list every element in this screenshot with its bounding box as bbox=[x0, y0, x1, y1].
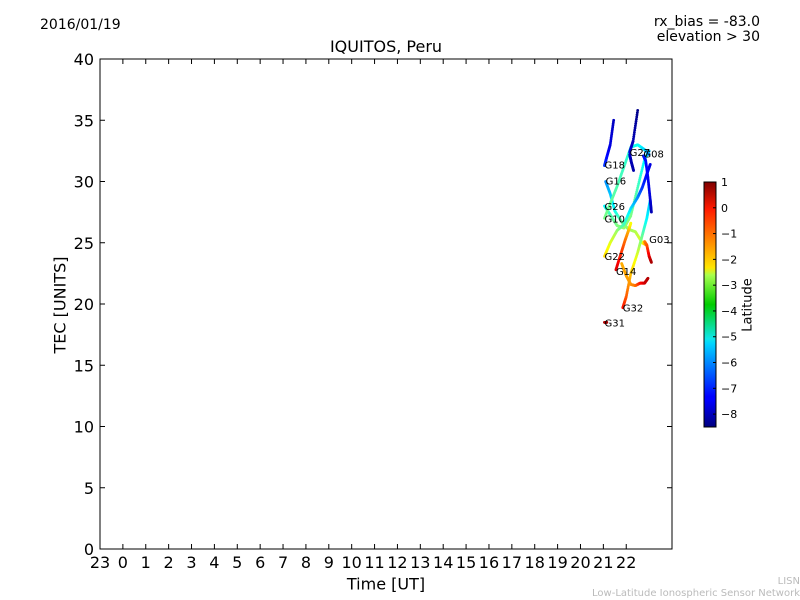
colorbar-tick-label: −6 bbox=[721, 357, 737, 370]
colorbar-tick-label: 1 bbox=[721, 176, 728, 189]
y-tick-label: 20 bbox=[74, 295, 94, 314]
data-point bbox=[632, 169, 635, 172]
credit-long: Low-Latitude Ionospheric Sensor Network bbox=[592, 588, 800, 599]
x-tick-label: 22 bbox=[616, 553, 636, 572]
x-tick-label: 15 bbox=[456, 553, 476, 572]
series-g31 bbox=[603, 320, 609, 324]
data-point bbox=[605, 320, 609, 324]
colorbar-tick-label: −7 bbox=[721, 382, 737, 395]
series-g14 bbox=[614, 221, 633, 272]
y-tick-label: 0 bbox=[84, 540, 94, 559]
satellite-label-g32: G32 bbox=[623, 304, 643, 315]
series-g18 bbox=[603, 118, 616, 167]
data-point bbox=[633, 124, 637, 128]
data-point bbox=[631, 139, 635, 143]
data-point bbox=[646, 276, 650, 280]
y-tick-label: 5 bbox=[84, 479, 94, 498]
data-point bbox=[632, 137, 635, 141]
colorbar-tick-label: −8 bbox=[721, 408, 737, 421]
series-g31b bbox=[620, 262, 650, 288]
x-tick-label: 10 bbox=[342, 553, 362, 572]
x-tick-label: 4 bbox=[209, 553, 219, 572]
colorbar-tick-label: −3 bbox=[721, 279, 737, 292]
data-point bbox=[633, 128, 637, 132]
data-point bbox=[629, 221, 633, 225]
y-tick-label: 15 bbox=[74, 356, 94, 375]
x-tick-label: 23 bbox=[90, 553, 110, 572]
data-point bbox=[635, 111, 639, 115]
colorbar bbox=[703, 181, 717, 428]
series-g08 bbox=[642, 154, 653, 214]
colorbar-tick-label: −5 bbox=[721, 331, 737, 344]
satellite-label-g26: G26 bbox=[605, 202, 625, 213]
x-tick-label: 6 bbox=[255, 553, 265, 572]
series-g27b bbox=[628, 153, 635, 172]
y-tick-label: 30 bbox=[74, 173, 94, 192]
series-g03 bbox=[643, 240, 653, 264]
x-tick-label: 0 bbox=[118, 553, 128, 572]
date-label: 2016/01/19 bbox=[40, 17, 121, 33]
colorbar-tick-label: −2 bbox=[721, 253, 737, 266]
x-tick-label: 7 bbox=[278, 553, 288, 572]
chart-title: IQUITOS, Peru bbox=[329, 37, 443, 56]
rx-bias-label: rx_bias = -83.0 bbox=[653, 14, 760, 30]
satellite-label-g27: G27 bbox=[630, 148, 650, 159]
x-tick-label: 21 bbox=[593, 553, 613, 572]
x-tick-label: 12 bbox=[387, 553, 407, 572]
colorbar-tick-label: 0 bbox=[721, 202, 728, 215]
y-tick-label: 10 bbox=[74, 418, 94, 437]
data-point bbox=[635, 115, 639, 119]
data-point bbox=[612, 118, 616, 122]
data-point bbox=[650, 210, 653, 214]
data-point bbox=[650, 260, 653, 264]
x-tick-label: 13 bbox=[410, 553, 430, 572]
satellite-label-g10: G10 bbox=[605, 214, 625, 225]
satellite-label-g22: G22 bbox=[605, 252, 625, 263]
x-tick-label: 8 bbox=[301, 553, 311, 572]
satellite-label-g16: G16 bbox=[606, 176, 626, 187]
x-tick-label: 20 bbox=[570, 553, 590, 572]
data-point bbox=[634, 119, 638, 123]
data-point bbox=[633, 126, 637, 130]
x-axis-label: Time [UT] bbox=[346, 574, 426, 594]
y-tick-label: 35 bbox=[74, 111, 94, 130]
satellite-label-g31: G31 bbox=[605, 318, 625, 329]
data-point bbox=[632, 133, 636, 136]
x-tick-label: 14 bbox=[433, 553, 453, 572]
x-tick-label: 1 bbox=[141, 553, 151, 572]
data-point bbox=[635, 113, 639, 117]
satellite-label-g08: G08 bbox=[643, 149, 663, 160]
colorbar-tick-label: −4 bbox=[721, 305, 737, 318]
y-tick-label: 25 bbox=[74, 234, 94, 253]
x-tick-label: 9 bbox=[324, 553, 334, 572]
satellite-label-g03: G03 bbox=[649, 235, 669, 246]
data-point bbox=[647, 153, 651, 156]
data-point bbox=[633, 130, 636, 134]
data-point bbox=[632, 135, 636, 139]
x-tick-label: 19 bbox=[547, 553, 567, 572]
data-point bbox=[647, 149, 651, 153]
series-g27 bbox=[628, 109, 640, 154]
satellite-label-g14: G14 bbox=[616, 267, 636, 278]
plot-frame bbox=[99, 58, 673, 550]
x-tick-label: 2 bbox=[164, 553, 174, 572]
series-g22 bbox=[603, 162, 652, 258]
x-tick-label: 3 bbox=[186, 553, 196, 572]
x-tick-label: 16 bbox=[479, 553, 499, 572]
data-point bbox=[634, 122, 638, 125]
elevation-label: elevation > 30 bbox=[656, 29, 760, 45]
x-tick-label: 11 bbox=[364, 553, 384, 572]
satellite-label-g18: G18 bbox=[605, 160, 625, 171]
data-point bbox=[648, 162, 652, 166]
x-tick-label: 17 bbox=[502, 553, 522, 572]
y-tick-label: 40 bbox=[74, 50, 94, 69]
data-point bbox=[634, 117, 638, 121]
x-tick-label: 18 bbox=[525, 553, 545, 572]
colorbar-tick-label: −1 bbox=[721, 228, 737, 241]
data-point bbox=[636, 109, 640, 112]
series-g32 bbox=[621, 198, 652, 310]
x-tick-label: 5 bbox=[232, 553, 242, 572]
credit-short: LISN bbox=[777, 576, 800, 587]
